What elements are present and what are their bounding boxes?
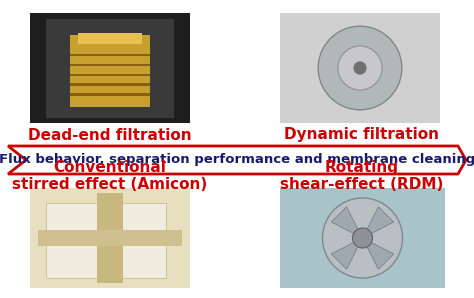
Bar: [30, 188, 190, 288]
Bar: [70, 93, 150, 95]
Text: Flux behavior, separation performance and membrane cleaning: Flux behavior, separation performance an…: [0, 153, 474, 167]
Polygon shape: [331, 243, 358, 269]
Bar: [46, 203, 166, 278]
Bar: [280, 13, 440, 123]
Circle shape: [353, 228, 373, 248]
Bar: [280, 188, 445, 288]
Circle shape: [338, 46, 382, 90]
Circle shape: [354, 61, 366, 74]
Polygon shape: [331, 207, 358, 233]
Polygon shape: [8, 146, 466, 174]
Bar: [70, 63, 150, 66]
Bar: [38, 230, 182, 246]
Polygon shape: [367, 207, 394, 233]
Polygon shape: [367, 243, 394, 269]
Text: Rotating
shear-effect (RDM): Rotating shear-effect (RDM): [280, 160, 444, 192]
Text: Conventional
stirred effect (Amicon): Conventional stirred effect (Amicon): [12, 160, 208, 192]
Bar: [70, 74, 150, 76]
Bar: [70, 35, 150, 106]
Bar: [78, 33, 142, 44]
Circle shape: [322, 198, 402, 278]
Bar: [46, 18, 174, 117]
Text: Dynamic filtration: Dynamic filtration: [284, 128, 439, 142]
Text: Dead-end filtration: Dead-end filtration: [28, 128, 192, 142]
Bar: [97, 193, 123, 283]
Bar: [70, 83, 150, 86]
Circle shape: [318, 26, 402, 110]
Bar: [30, 13, 190, 123]
Bar: [70, 54, 150, 56]
